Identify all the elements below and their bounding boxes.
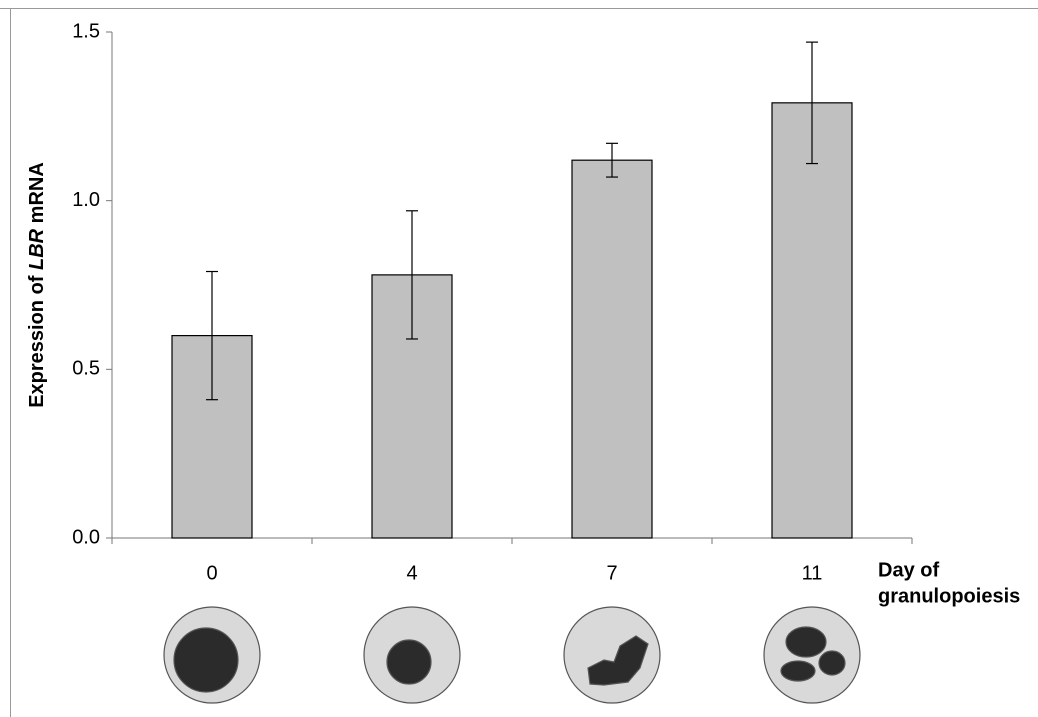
x-tick-label: 11 xyxy=(802,562,823,584)
y-axis-label: Expression of LBR mRNA xyxy=(26,162,48,408)
y-tick-label: 0.0 xyxy=(72,526,100,548)
y-label-part: mRNA xyxy=(26,162,48,229)
y-tick-label: 1.5 xyxy=(72,20,100,42)
cell-icons xyxy=(164,607,860,703)
y-label-part: LBR xyxy=(26,228,48,270)
chart: Expression of LBR mRNA Day of granulopoi… xyxy=(0,0,1038,717)
x-tick-label: 7 xyxy=(606,562,617,584)
x-tick-label: 0 xyxy=(206,562,217,584)
bar xyxy=(572,160,652,538)
y-tick-label: 1.0 xyxy=(72,189,100,211)
x-tick-label: 4 xyxy=(406,562,417,584)
y-tick-label: 0.5 xyxy=(72,358,100,380)
y-label-part: Expression of xyxy=(26,270,48,408)
x-axis-label: granulopoiesis xyxy=(878,585,1020,607)
x-axis-label: Day of xyxy=(878,559,939,581)
bar xyxy=(772,103,852,538)
